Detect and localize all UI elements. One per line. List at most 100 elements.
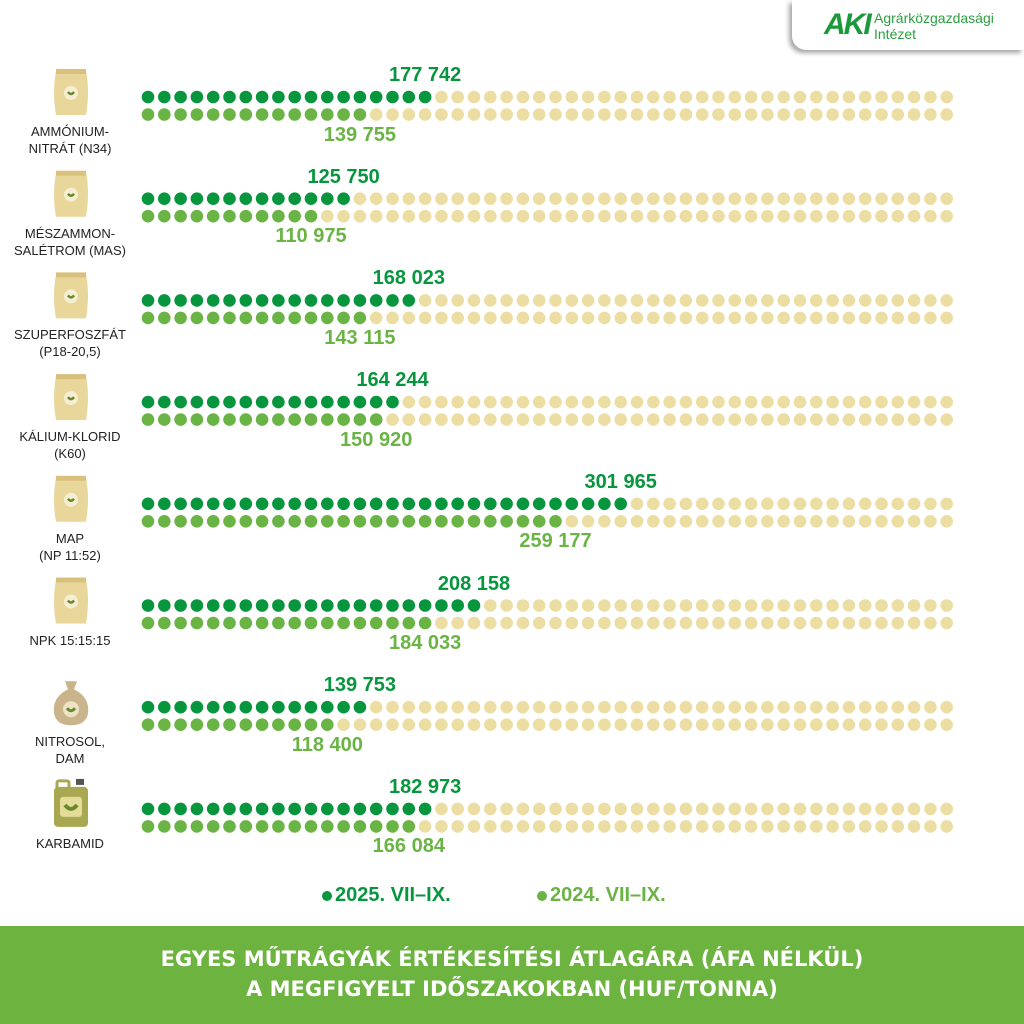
dot-empty bbox=[630, 820, 644, 833]
dot-empty bbox=[842, 718, 856, 731]
dot-empty bbox=[858, 515, 872, 528]
dot-empty bbox=[907, 294, 921, 307]
dot-empty bbox=[614, 413, 627, 426]
dot-empty bbox=[451, 90, 465, 104]
dot-empty bbox=[858, 616, 872, 630]
dot-empty bbox=[500, 90, 513, 104]
dot-2024 bbox=[206, 311, 220, 325]
dot-2025 bbox=[141, 192, 155, 205]
dot-2024 bbox=[223, 515, 236, 528]
legend-label-2024: 2024. VII–IX. bbox=[550, 884, 666, 906]
dot-empty bbox=[875, 718, 888, 731]
dot-empty bbox=[907, 90, 921, 104]
dot-2024 bbox=[304, 108, 318, 121]
dot-2025 bbox=[223, 802, 236, 816]
dot-empty bbox=[630, 108, 644, 121]
dot-empty bbox=[598, 294, 611, 307]
dot-empty bbox=[614, 820, 627, 833]
dot-2025 bbox=[272, 90, 285, 104]
dot-empty bbox=[777, 497, 790, 511]
dot-2025 bbox=[174, 599, 187, 612]
dot-empty bbox=[744, 718, 758, 731]
dot-empty bbox=[663, 395, 676, 409]
dot-empty bbox=[924, 311, 937, 325]
dot-empty bbox=[712, 108, 725, 121]
dot-2024 bbox=[272, 718, 285, 731]
dot-2025 bbox=[337, 192, 350, 205]
dot-empty bbox=[712, 718, 725, 731]
dot-empty bbox=[532, 108, 546, 121]
dot-empty bbox=[940, 192, 953, 205]
dot-empty bbox=[663, 294, 676, 307]
dot-2024 bbox=[337, 820, 350, 833]
value-label-2025: 301 965 bbox=[584, 470, 657, 493]
dot-empty bbox=[826, 413, 839, 426]
dot-2024 bbox=[141, 209, 155, 223]
dot-2025 bbox=[174, 802, 187, 816]
dot-empty bbox=[451, 413, 465, 426]
dot-2025 bbox=[304, 700, 318, 714]
dot-empty bbox=[695, 718, 709, 731]
dot-empty bbox=[484, 294, 497, 307]
dot-empty bbox=[516, 90, 530, 104]
category-label-line: NITRÁT (N34) bbox=[28, 141, 112, 156]
dot-empty bbox=[744, 497, 758, 511]
dot-2024 bbox=[418, 616, 432, 630]
dot-empty bbox=[435, 413, 448, 426]
dot-2025 bbox=[206, 395, 220, 409]
dot-empty bbox=[842, 209, 856, 223]
legend-dot-2024 bbox=[537, 890, 547, 901]
dot-empty bbox=[663, 192, 676, 205]
dot-empty bbox=[418, 700, 432, 714]
dot-empty bbox=[712, 209, 725, 223]
dot-empty bbox=[598, 413, 611, 426]
dot-2025 bbox=[190, 294, 204, 307]
dot-empty bbox=[728, 820, 742, 833]
dot-empty bbox=[712, 294, 725, 307]
dot-2025 bbox=[158, 192, 171, 205]
dot-empty bbox=[581, 700, 595, 714]
dot-empty bbox=[793, 515, 807, 528]
dot-empty bbox=[907, 209, 921, 223]
dot-empty bbox=[484, 616, 497, 630]
dot-empty bbox=[907, 700, 921, 714]
dot-2024 bbox=[272, 209, 285, 223]
dot-empty bbox=[940, 413, 953, 426]
dot-empty bbox=[647, 718, 660, 731]
logo-name-line1: Agrárközgazdasági bbox=[874, 10, 994, 26]
logo-name-line2: Intézet bbox=[874, 26, 917, 42]
dot-2025 bbox=[418, 599, 432, 612]
dot-2025 bbox=[272, 395, 285, 409]
dot-empty bbox=[647, 294, 660, 307]
dot-empty bbox=[647, 192, 660, 205]
dot-empty bbox=[728, 497, 742, 511]
dot-2025 bbox=[369, 294, 383, 307]
dot-empty bbox=[777, 294, 790, 307]
dot-2024 bbox=[223, 413, 236, 426]
dot-empty bbox=[842, 599, 856, 612]
value-label-2025: 164 244 bbox=[356, 369, 429, 392]
dot-empty bbox=[630, 413, 644, 426]
dot-empty bbox=[647, 90, 660, 104]
dot-empty bbox=[728, 700, 742, 714]
dot-empty bbox=[581, 718, 595, 731]
dot-empty bbox=[695, 515, 709, 528]
dot-empty bbox=[402, 700, 416, 714]
dot-empty bbox=[907, 616, 921, 630]
dot-empty bbox=[451, 802, 465, 816]
dot-empty bbox=[451, 294, 465, 307]
dot-empty bbox=[679, 90, 693, 104]
dot-empty bbox=[744, 108, 758, 121]
dot-empty bbox=[402, 192, 416, 205]
dot-empty bbox=[875, 497, 888, 511]
dot-empty bbox=[810, 209, 823, 223]
dot-2025 bbox=[206, 192, 220, 205]
dot-empty bbox=[712, 395, 725, 409]
value-label-2024: 118 400 bbox=[291, 733, 363, 756]
dot-empty bbox=[761, 413, 774, 426]
dot-2024 bbox=[190, 616, 204, 630]
dot-empty bbox=[630, 700, 644, 714]
dot-empty bbox=[940, 515, 953, 528]
dot-2025 bbox=[402, 599, 416, 612]
dot-empty bbox=[940, 209, 953, 223]
